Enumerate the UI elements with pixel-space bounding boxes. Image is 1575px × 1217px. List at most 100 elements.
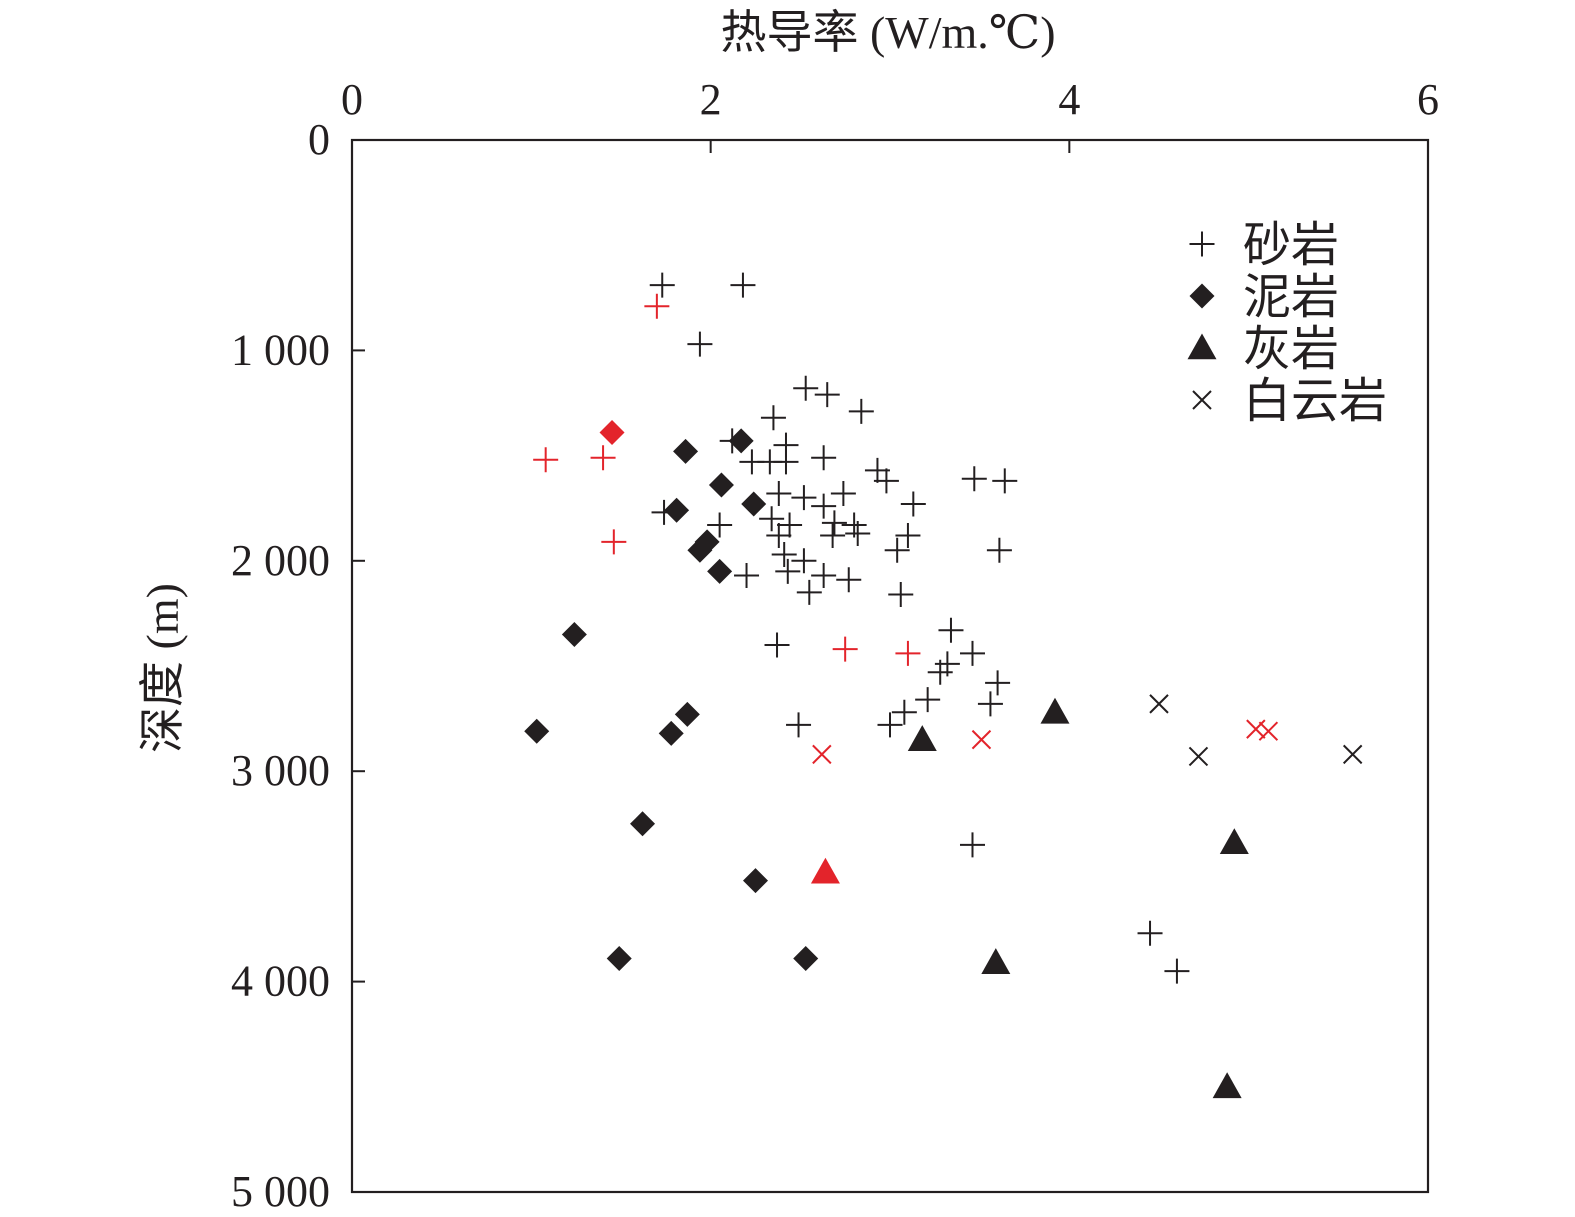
cross-point <box>1246 719 1266 739</box>
x-tick-label: 0 <box>341 75 363 124</box>
plus-point <box>877 712 903 738</box>
legend-plus-icon <box>1189 231 1215 257</box>
y-tick-label: 4 000 <box>231 957 330 1006</box>
plus-point <box>938 617 964 643</box>
plus-point <box>884 537 910 563</box>
plus-point <box>644 293 670 319</box>
plus-point <box>771 541 797 567</box>
cross-point <box>812 744 832 765</box>
cross-point <box>1342 744 1363 765</box>
plus-point <box>601 529 627 555</box>
legend-cross-icon <box>1192 390 1212 410</box>
y-tick-label: 5 000 <box>231 1167 330 1216</box>
diamond-point <box>728 428 754 454</box>
plus-point <box>759 506 785 532</box>
plus-point <box>961 466 987 492</box>
legend-label: 泥岩 <box>1243 271 1339 324</box>
diamond-point <box>708 472 734 498</box>
plus-point <box>811 445 837 471</box>
legend-label: 灰岩 <box>1243 323 1339 376</box>
diamond-point <box>687 537 713 563</box>
plus-point <box>820 523 846 549</box>
diamond-point <box>524 718 550 744</box>
plus-point <box>915 687 941 713</box>
y-axis-title: 深度 (m) <box>137 583 188 753</box>
plus-point <box>796 579 822 605</box>
plus-point <box>590 445 616 471</box>
legend-triangle-icon <box>1187 333 1217 360</box>
plus-point <box>891 699 917 725</box>
plus-point <box>830 480 856 506</box>
x-axis: 0 2 4 6 <box>341 75 1439 153</box>
plus-point <box>845 520 871 546</box>
plus-point <box>836 567 862 593</box>
plus-point <box>888 581 914 607</box>
plus-point <box>777 512 803 538</box>
x-axis-title: 热导率 (W/m.℃) <box>720 7 1055 58</box>
diamond-point <box>674 701 700 727</box>
diamond-point <box>630 811 656 837</box>
plus-point <box>793 375 819 401</box>
x-tick-label: 2 <box>700 75 722 124</box>
plus-point <box>959 640 985 666</box>
plus-point <box>873 468 899 494</box>
plus-point <box>786 712 812 738</box>
plus-point <box>848 398 874 424</box>
plus-point <box>811 563 837 589</box>
plus-point <box>687 331 713 357</box>
y-axis: 0 1 000 2 000 3 000 4 000 5 000 <box>231 115 365 1216</box>
plus-point <box>895 640 921 666</box>
triangle-point <box>907 725 937 751</box>
y-tick-label: 3 000 <box>231 746 330 795</box>
plus-point <box>760 405 786 431</box>
triangle-point <box>1040 697 1070 724</box>
data-points <box>524 272 1363 1099</box>
diamond-point <box>664 497 690 523</box>
x-tick-label: 4 <box>1058 75 1080 124</box>
diamond-point <box>743 868 768 894</box>
plus-point <box>734 563 760 589</box>
diamond-point <box>707 558 733 584</box>
plus-point <box>775 558 801 584</box>
plus-point <box>707 512 733 538</box>
y-tick-label: 0 <box>308 115 330 164</box>
plus-point <box>764 632 790 658</box>
cross-point <box>971 729 992 750</box>
plus-point <box>992 468 1018 494</box>
diamond-point <box>741 491 767 517</box>
triangle-point <box>810 857 840 884</box>
diamond-point <box>606 945 632 971</box>
y-tick-label: 1 000 <box>231 325 330 374</box>
cross-point <box>1149 694 1169 714</box>
plus-point <box>900 491 926 517</box>
plus-point <box>959 832 985 858</box>
plus-point <box>533 447 559 473</box>
plus-point <box>986 537 1012 563</box>
triangle-point <box>981 948 1011 974</box>
plus-point <box>821 510 847 536</box>
triangle-point <box>1219 828 1249 855</box>
plus-point <box>927 659 953 685</box>
plus-point <box>977 691 1003 717</box>
plus-point <box>985 670 1011 696</box>
plus-point <box>791 485 817 511</box>
plus-point <box>811 493 837 519</box>
cross-point <box>1188 746 1209 767</box>
plus-point <box>1164 958 1190 984</box>
legend-diamond-icon <box>1189 283 1215 309</box>
plus-point <box>1137 920 1163 946</box>
plus-point <box>649 272 675 298</box>
diamond-point <box>793 945 819 971</box>
legend-label: 白云岩 <box>1243 375 1387 428</box>
triangle-point <box>1212 1072 1242 1099</box>
plus-point <box>832 636 858 662</box>
cross-point <box>1258 721 1279 741</box>
x-tick-label: 6 <box>1417 75 1439 124</box>
diamond-point <box>673 438 699 464</box>
y-tick-label: 2 000 <box>231 536 330 585</box>
plus-point <box>766 523 792 549</box>
plus-point <box>814 382 840 408</box>
plus-point <box>730 272 756 298</box>
